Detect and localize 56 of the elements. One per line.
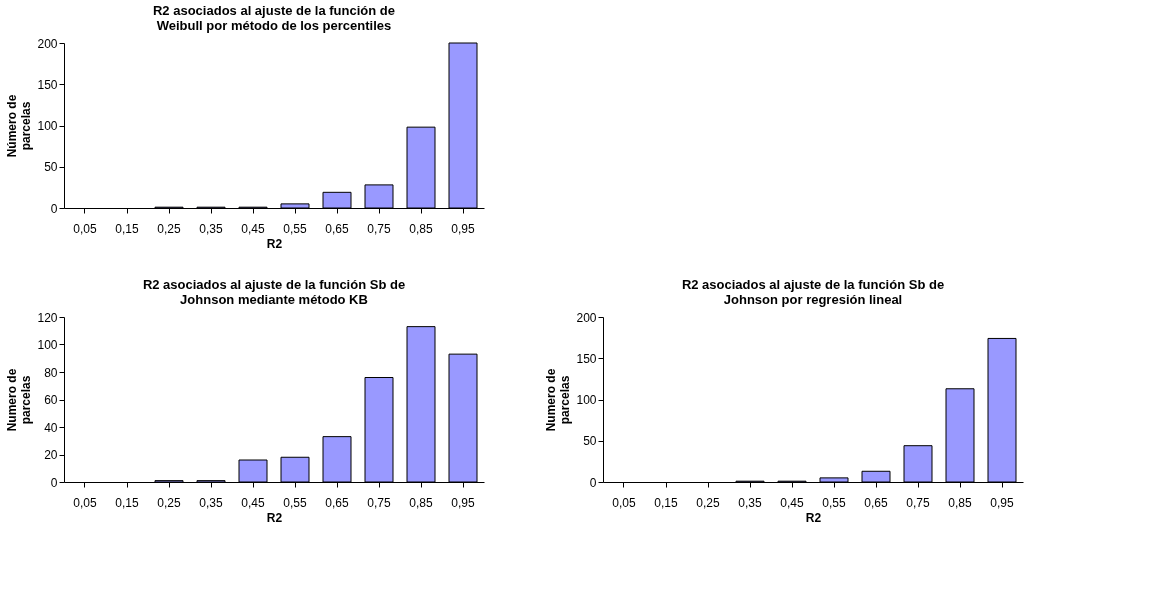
y-axis-title: Número de parcelas (5, 94, 34, 158)
chart-title: R2 asociados al ajuste de la función Sb de Johnson mediante método KB (142, 277, 406, 307)
x-tick-label: 0,15 (654, 495, 678, 510)
x-tick-label: 0,05 (612, 495, 636, 510)
y-tick-label: 100 (37, 119, 58, 133)
x-tick-label: 0,75 (906, 495, 930, 510)
y-tick-label: 40 (44, 420, 58, 435)
x-tick-label: 0,25 (157, 495, 181, 510)
x-tick-label: 0,45 (780, 495, 804, 510)
x-tick-label: 0,75 (367, 495, 391, 510)
x-tick-label: 0,95 (990, 495, 1014, 510)
x-tick-label: 0,65 (325, 495, 349, 510)
x-tick-label: 0,45 (241, 495, 265, 510)
y-tick-label: 200 (576, 310, 597, 325)
x-tick-label: 0,35 (199, 495, 223, 510)
x-tick-label: 0,25 (696, 495, 720, 510)
x-tick-label: 0,15 (115, 221, 139, 236)
x-axis-title: R2 (805, 510, 822, 525)
y-tick-label: 50 (583, 434, 597, 449)
x-tick-label: 0,05 (73, 495, 97, 510)
x-tick-label: 0,05 (73, 221, 97, 236)
y-tick-label: 120 (37, 310, 58, 325)
x-tick-label: 0,45 (241, 221, 265, 236)
y-tick-label: 0 (50, 201, 58, 216)
y-tick-label: 60 (44, 393, 58, 407)
x-tick-label: 0,85 (948, 495, 972, 510)
x-tick-label: 0,85 (409, 221, 433, 236)
y-axis-title: Numero de parcelas (544, 368, 573, 432)
x-tick-label: 0,35 (738, 495, 762, 510)
y-tick-label: 150 (37, 77, 58, 92)
x-tick-label: 0,95 (451, 495, 475, 510)
x-tick-label: 0,75 (367, 221, 391, 236)
y-tick-label: 80 (44, 365, 58, 380)
x-axis-title: R2 (266, 236, 283, 251)
y-axis-title: Numero de parcelas (5, 368, 34, 432)
y-tick-label: 50 (44, 160, 58, 175)
y-tick-label: 100 (576, 393, 597, 407)
y-tick-label: 0 (589, 475, 597, 490)
y-tick-label: 100 (37, 338, 58, 352)
chart-title: R2 asociados al ajuste de la función de Weibull por método de los percentiles (152, 3, 396, 33)
x-tick-label: 0,35 (199, 221, 223, 236)
x-tick-label: 0,65 (864, 495, 888, 510)
y-tick-label: 150 (576, 351, 597, 366)
x-tick-label: 0,85 (409, 495, 433, 510)
x-tick-label: 0,25 (157, 221, 181, 236)
y-tick-label: 20 (44, 448, 58, 462)
x-tick-label: 0,15 (115, 495, 139, 510)
chart-title: R2 asociados al ajuste de la función Sb de Johnson por regresión lineal (681, 277, 945, 307)
x-tick-label: 0,55 (822, 495, 846, 510)
x-tick-label: 0,55 (283, 221, 307, 236)
x-tick-label: 0,65 (325, 221, 349, 236)
y-tick-label: 200 (37, 36, 58, 51)
x-tick-label: 0,95 (451, 221, 475, 236)
x-tick-label: 0,55 (283, 495, 307, 510)
y-tick-label: 0 (50, 475, 58, 490)
x-axis-title: R2 (266, 510, 283, 525)
